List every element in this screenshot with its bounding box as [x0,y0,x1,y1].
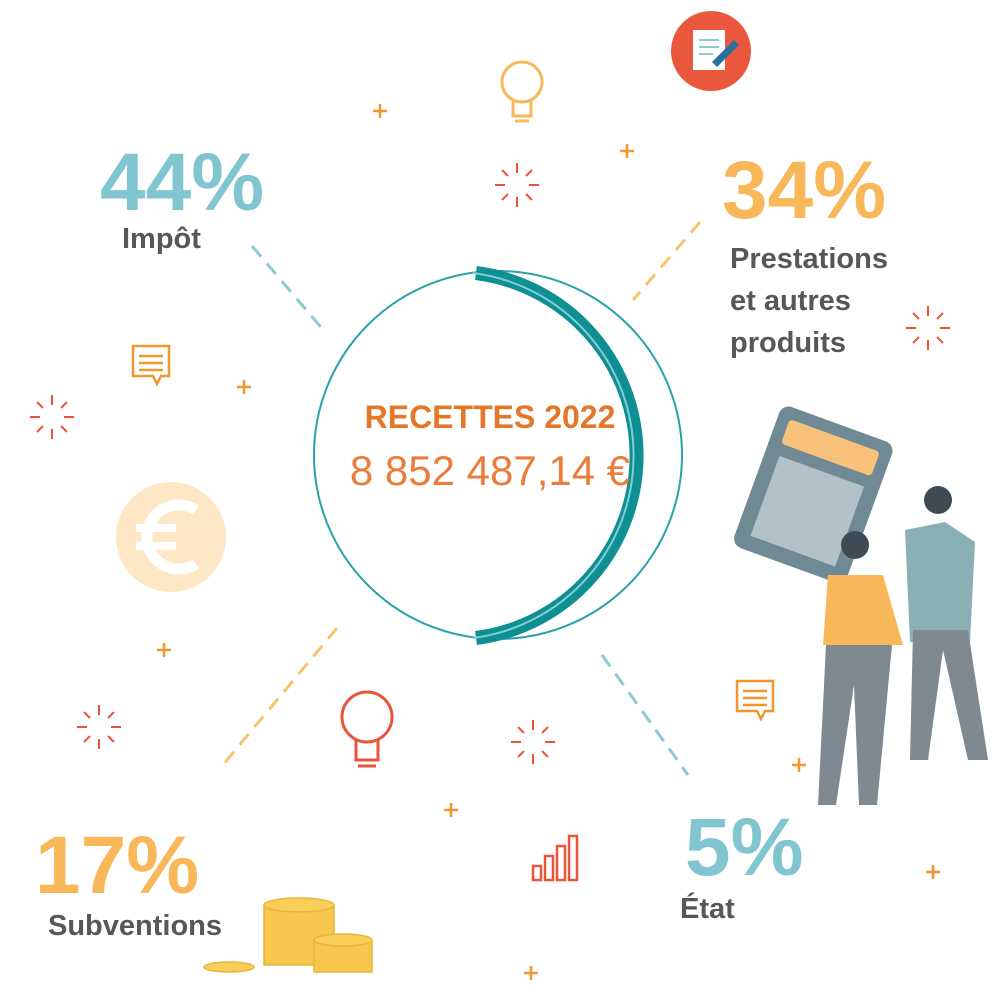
icon-chat [735,679,775,722]
label: et autres [730,285,851,317]
sparkles [30,163,950,764]
plus [237,380,251,394]
icon-chat [131,344,171,387]
connector [600,654,690,776]
label: Impôt [122,223,201,255]
center-amount: 8 852 487,14 € [350,447,630,494]
icon-bulb [500,60,544,123]
ring-arc-highlight [472,272,635,639]
plus [792,758,806,772]
label: État [680,891,735,925]
ring-arc [475,266,644,645]
sparkle [495,163,539,207]
connector [220,627,339,767]
plus [373,104,387,118]
percent: 34% [722,145,886,236]
icon-bars [531,834,579,882]
sparkle [511,720,555,764]
connectors [220,221,702,776]
plus [524,966,538,980]
sparkle [30,395,74,439]
illustration-people [734,406,988,805]
center-title: RECETTES 2022 [365,399,616,435]
label: produits [730,327,846,359]
sparkle [77,705,121,749]
plus [926,865,940,879]
label: Subventions [48,910,222,942]
label: Prestations [730,243,888,275]
plus [620,144,634,158]
connector [250,245,327,333]
percent: 44% [100,137,264,228]
percent: 17% [35,820,199,911]
icon-document [671,11,751,91]
icon-euro [116,482,226,592]
decorations [157,104,940,980]
connector [631,221,702,301]
plus [157,643,171,657]
plus [444,803,458,817]
percent: 5% [685,802,804,893]
sparkle [906,306,950,350]
icon-bulb [340,690,394,768]
coins [203,897,373,973]
